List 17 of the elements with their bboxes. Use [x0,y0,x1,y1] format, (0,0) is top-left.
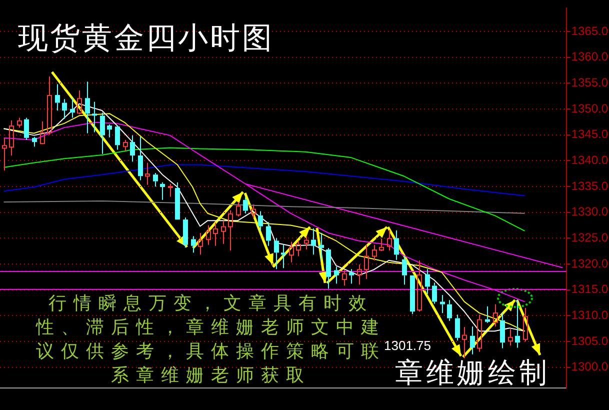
y-tick-label: 1340.0 [571,152,608,167]
y-tick-label: 1305.0 [571,334,608,348]
y-tick-label: 1355.0 [571,75,608,90]
annotation: 章维姗绘制 [395,356,550,389]
y-tick-label: 1365.0 [571,24,608,38]
y-tick-label: 1315.0 [571,282,608,296]
y-tick-label: 1320.0 [571,256,608,270]
text: 现货黄金四小时图 [18,20,274,58]
y-tick-label: 1350.0 [571,101,608,116]
y-tick-label: 1345.0 [571,127,608,142]
y-tick-label: 1360.0 [571,50,608,64]
annotation: 1301.75 [384,338,431,353]
y-tick-label: 1330.0 [571,204,608,219]
y-tick-label: 1300.0 [571,360,608,374]
y-tick-label: 1310.0 [571,308,608,322]
y-tick-label: 1325.0 [571,230,608,244]
y-tick-label: 1335.0 [571,178,608,193]
